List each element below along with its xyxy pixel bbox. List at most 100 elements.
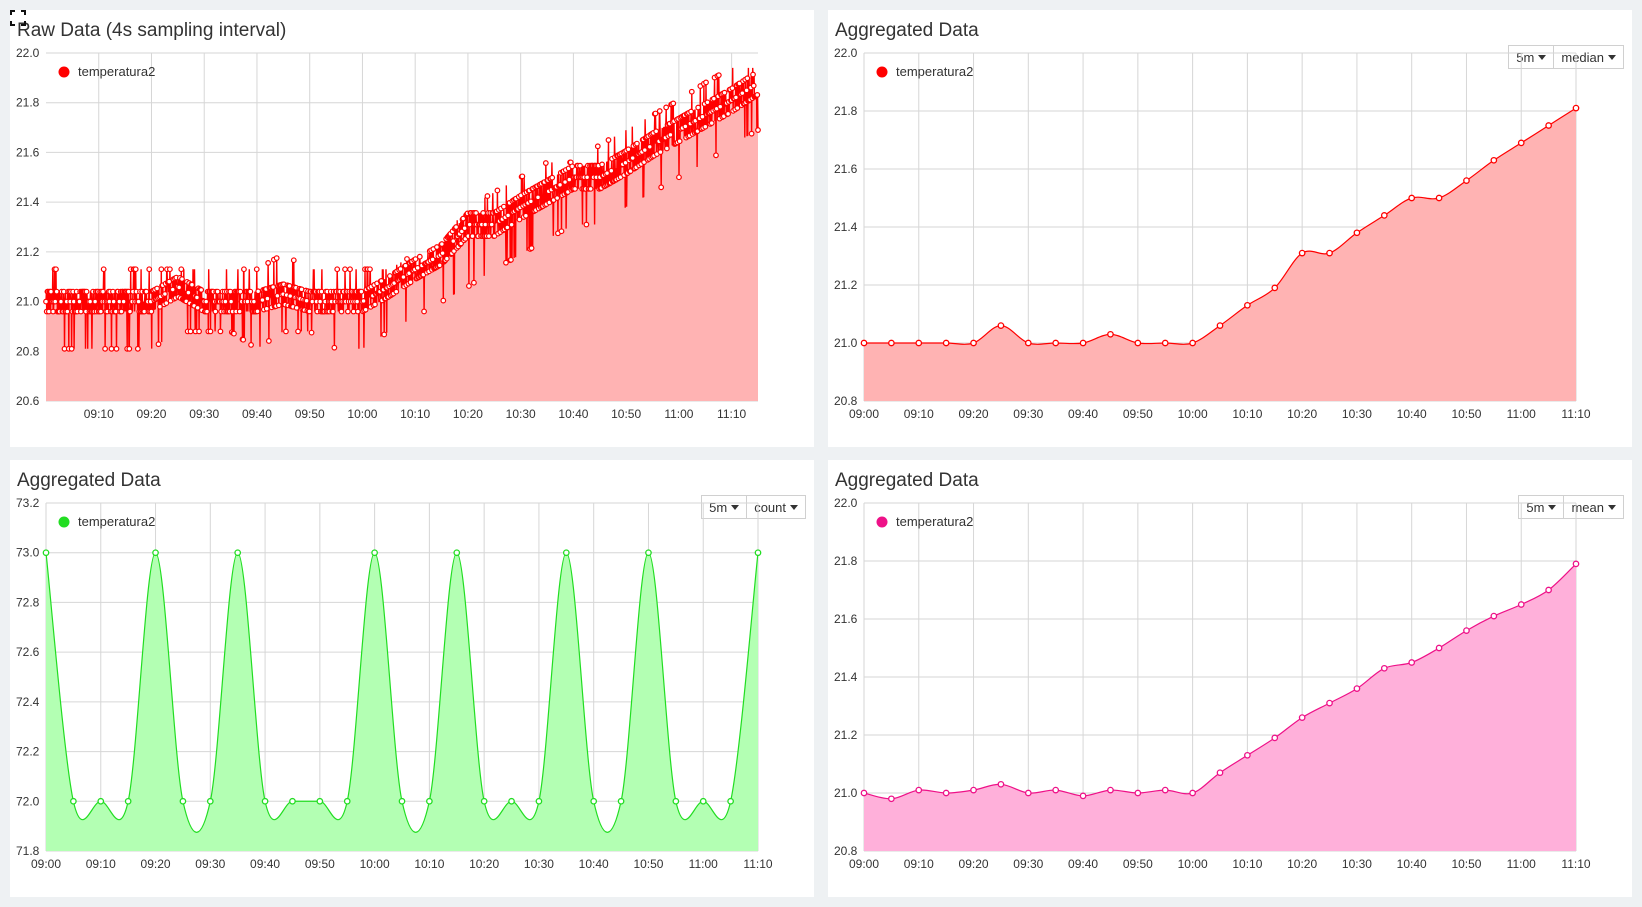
y-tick-label: 71.8 [16, 844, 40, 858]
data-point [505, 212, 511, 219]
data-point [77, 308, 84, 315]
raw-data-chart[interactable]: temperatura2 20.6 20.8 21.0 21.2 21.4 21.6 21.8… [10, 10, 814, 447]
data-point [76, 298, 83, 305]
x-tick-label: 09:30 [195, 857, 225, 871]
data-point [535, 797, 543, 805]
x-tick-label: 10:30 [1342, 857, 1372, 871]
data-point [554, 195, 561, 201]
data-point [287, 293, 294, 299]
data-point [178, 266, 185, 273]
aggregation-controls: 5m count [701, 495, 806, 519]
data-point [100, 288, 106, 295]
data-point [303, 297, 310, 304]
y-tick-label: 72.2 [16, 745, 40, 759]
aggregation-dropdown[interactable]: count [747, 495, 806, 519]
x-tick-label: 09:10 [86, 857, 116, 871]
data-point [670, 100, 677, 107]
data-point [997, 322, 1005, 329]
x-tick-label: 10:10 [400, 407, 430, 421]
data-point [234, 549, 242, 557]
data-point [275, 302, 282, 309]
caret-down-icon [1548, 504, 1557, 510]
data-point [393, 288, 400, 295]
data-point [605, 137, 612, 143]
data-point [214, 288, 221, 295]
y-tick-label: 21.0 [834, 336, 858, 350]
y-tick-label: 21.4 [16, 195, 40, 209]
x-tick-label: 10:10 [1232, 407, 1262, 421]
data-point [255, 288, 262, 295]
legend-label: temperatura2 [78, 64, 155, 79]
data-point [344, 308, 351, 315]
data-point [152, 549, 159, 557]
data-point [629, 155, 636, 161]
data-point [1463, 627, 1470, 634]
y-tick-label: 21.6 [834, 612, 858, 626]
data-point [1298, 249, 1306, 257]
data-point [113, 345, 120, 352]
data-point [166, 278, 173, 285]
data-point [120, 298, 127, 305]
data-point [306, 308, 313, 315]
data-point [748, 130, 755, 137]
data-point [1408, 194, 1416, 202]
x-tick-label: 09:40 [1068, 857, 1098, 871]
data-point [1052, 786, 1060, 794]
data-point [217, 328, 224, 335]
data-point [342, 266, 348, 273]
data-point [402, 262, 409, 269]
legend: temperatura2 [876, 514, 973, 529]
data-point [739, 90, 746, 97]
data-point [354, 308, 361, 315]
y-tick-label: 21.0 [834, 786, 858, 800]
data-point [562, 549, 570, 557]
aggregation-value: mean [1571, 499, 1604, 515]
data-point [594, 143, 601, 150]
aggregated-median-chart[interactable]: temperatura2 20.8 21.0 21.2 21.4 21.6 21.8 22.0… [828, 10, 1632, 447]
data-point [102, 345, 108, 352]
x-tick-label: 09:50 [305, 857, 335, 871]
y-tick-label: 20.8 [834, 394, 858, 408]
aggregated-mean-chart[interactable]: temperatura2 20.8 21.0 21.2 21.4 21.6 21.8 22.0… [828, 460, 1632, 897]
x-tick-label: 10:20 [469, 857, 499, 871]
x-tick-label: 10:40 [579, 857, 609, 871]
data-point [265, 338, 272, 344]
x-tick-label: 09:20 [959, 857, 989, 871]
aggregation-dropdown[interactable]: mean [1564, 495, 1624, 519]
data-point [558, 228, 565, 235]
y-tick-label: 21.2 [834, 728, 858, 742]
x-tick-label: 10:30 [1342, 407, 1372, 421]
data-point [264, 295, 271, 302]
caret-down-icon [790, 504, 798, 510]
legend: temperatura2 [58, 64, 155, 79]
data-point [158, 266, 165, 273]
data-point [273, 255, 280, 262]
data-point [289, 797, 296, 805]
data-point [362, 306, 369, 313]
x-tick-label: 10:00 [1178, 407, 1208, 421]
data-point [421, 308, 427, 315]
y-tick-label: 21.0 [16, 295, 40, 309]
data-point [676, 174, 682, 181]
y-tick-label: 21.2 [834, 278, 858, 292]
fullscreen-icon[interactable] [10, 10, 26, 26]
y-tick-label: 20.8 [16, 344, 40, 358]
data-point [656, 108, 663, 114]
x-tick-label: 11:10 [1561, 407, 1590, 421]
data-point [1435, 194, 1443, 202]
data-point [494, 187, 501, 194]
data-point [750, 71, 756, 78]
data-point [1517, 139, 1525, 147]
x-tick-label: 11:00 [1507, 407, 1536, 421]
series-points [43, 71, 761, 352]
y-tick-label: 21.8 [834, 554, 858, 568]
x-tick-label: 10:20 [1287, 857, 1317, 871]
data-point [1161, 339, 1169, 347]
aggregated-count-chart[interactable]: temperatura2 71.8 72.0 72.2 72.4 72.6 72.8 73.0… [10, 460, 814, 897]
series-points [860, 560, 1580, 803]
data-point [407, 279, 414, 286]
panel-title: Aggregated Data [17, 470, 161, 491]
y-tick-label: 20.8 [834, 844, 858, 858]
data-point [1052, 339, 1060, 347]
x-tick-label: 11:10 [717, 407, 746, 421]
